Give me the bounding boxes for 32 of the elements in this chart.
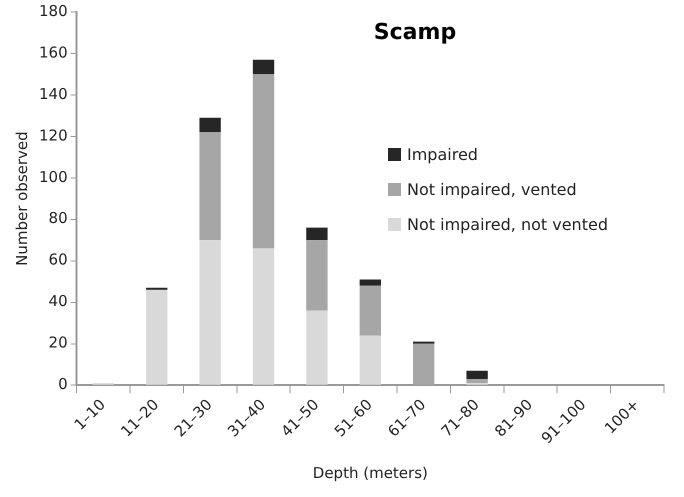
x-axis-title: Depth (meters): [312, 464, 428, 482]
bar: [252, 248, 274, 385]
bar: [306, 228, 328, 240]
y-tick-label: 140: [38, 84, 68, 103]
y-tick-label: 80: [48, 209, 68, 228]
y-tick-label: 20: [48, 334, 68, 352]
legend-label: Impaired: [407, 145, 478, 164]
y-tick-label: 180: [38, 2, 68, 20]
y-tick-label: 40: [48, 292, 68, 310]
bar: [252, 74, 274, 248]
bar: [360, 286, 381, 336]
bar: [360, 335, 381, 385]
bar: [199, 118, 221, 132]
y-tick-label: 100: [38, 168, 68, 186]
bar: [306, 240, 328, 311]
bar: [306, 310, 328, 385]
chart-title: Scamp: [372, 20, 458, 45]
bar: [413, 344, 434, 385]
y-axis-title: Number observed: [12, 131, 31, 266]
legend-label: Not impaired, not vented: [407, 215, 608, 234]
bar: [252, 60, 274, 74]
bar: [199, 132, 221, 240]
y-tick-label: 120: [38, 126, 68, 144]
bar: [466, 370, 488, 380]
bar: [146, 290, 168, 385]
y-tick-label: 60: [48, 250, 68, 269]
bar: [199, 240, 221, 385]
bar: [360, 279, 381, 286]
bar: [466, 379, 488, 384]
legend-label: Not impaired, vented: [407, 180, 577, 199]
y-tick-label: 0: [58, 375, 68, 394]
y-tick-label: 160: [38, 43, 68, 62]
